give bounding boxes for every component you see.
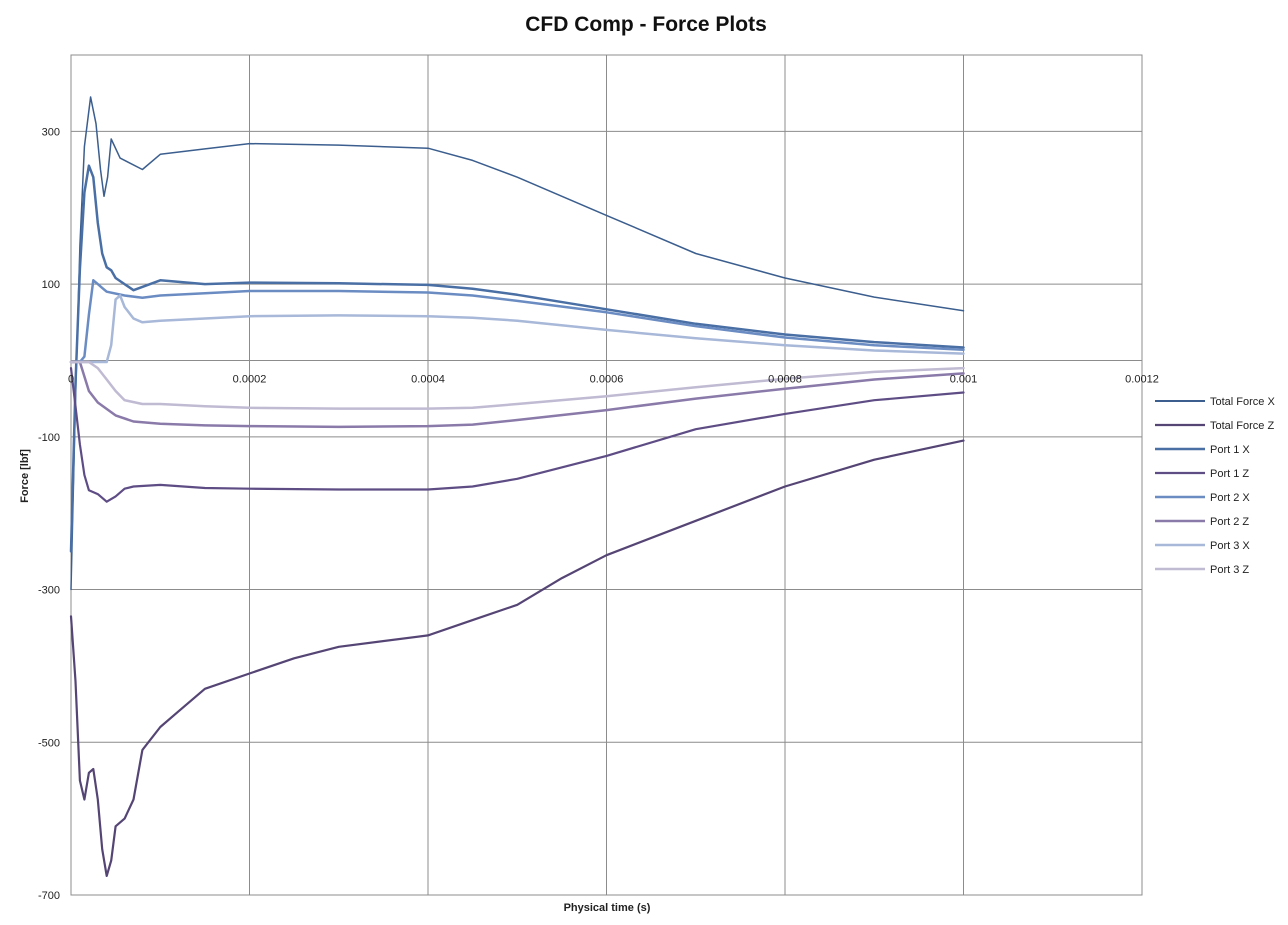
series-line [69, 164, 965, 553]
y-tick-label: 300 [42, 126, 60, 138]
legend-label: Port 1 X [1210, 444, 1250, 456]
x-tick-label: 0 [68, 373, 74, 385]
y-tick-label: 100 [42, 279, 60, 291]
chart-title: CFD Comp - Force Plots [525, 13, 767, 36]
legend-label: Port 2 Z [1210, 516, 1249, 528]
x-tick-label: 0.0006 [590, 373, 624, 385]
y-tick-label: -700 [38, 890, 60, 902]
series-line [69, 367, 965, 503]
tick-labels: 0 0.0002 0.0004 0.0006 0.0008 0.001 0.0012 300 1… [38, 126, 1159, 902]
legend-label: Total Force Z [1210, 420, 1274, 432]
x-tick-label: 0.001 [950, 373, 978, 385]
legend-label: Port 2 X [1210, 492, 1250, 504]
legend-label: Port 1 Z [1210, 468, 1249, 480]
series-line [70, 96, 965, 591]
series-line [69, 294, 965, 364]
y-tick-label: -300 [38, 585, 60, 597]
series-line [69, 360, 965, 429]
legend: Total Force X Total Force Z Port 1 X Port 1… [1155, 396, 1275, 576]
legend-label: Total Force X [1210, 396, 1275, 408]
y-axis-label: Force [lbf] [19, 449, 31, 503]
series-line [69, 279, 965, 364]
y-tick-label: -100 [38, 432, 60, 444]
y-tick-label: -500 [38, 737, 60, 749]
legend-label: Port 3 X [1210, 540, 1250, 552]
grid [70, 54, 1143, 896]
x-tick-label: 0.0002 [233, 373, 267, 385]
x-tick-label: 0.0012 [1125, 373, 1159, 385]
series-lines [69, 96, 965, 877]
x-tick-label: 0.0004 [411, 373, 445, 385]
x-tick-label: 0.0008 [768, 373, 802, 385]
legend-label: Port 3 Z [1210, 564, 1249, 576]
series-line [69, 439, 965, 877]
x-axis-label: Physical time (s) [564, 902, 651, 914]
series-line [69, 360, 965, 410]
